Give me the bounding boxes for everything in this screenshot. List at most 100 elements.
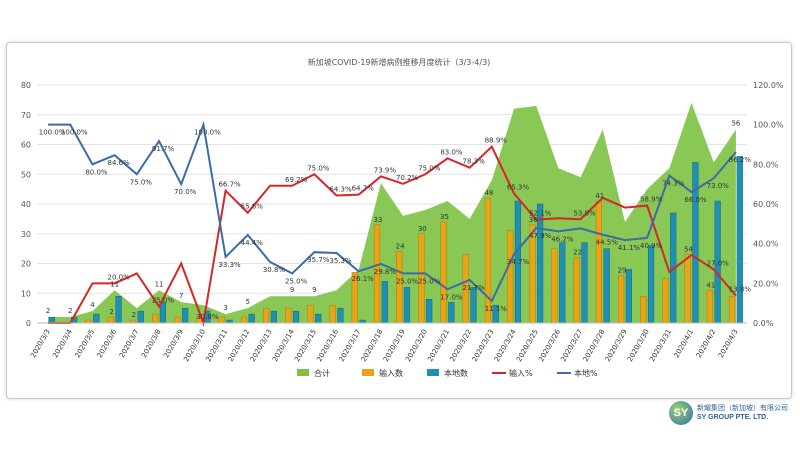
data-label-local-pct: 34.7% [507, 258, 530, 266]
bar-local [537, 203, 544, 324]
legend-label: 输入数 [379, 368, 403, 378]
data-label-total: 3 [223, 304, 227, 312]
data-label-local-pct: 17.0% [440, 293, 463, 301]
data-label-imported-pct: 88.9% [485, 137, 508, 145]
bar-imported [218, 316, 225, 324]
y2-tick-label: 0.0% [753, 319, 774, 328]
series-imported-pct-line [48, 145, 737, 327]
bar-local [736, 156, 743, 324]
data-label-local-pct: 44.5% [596, 239, 619, 247]
data-label-total: 56 [731, 120, 740, 128]
company-logo: SY 新耀集团（新加坡）有限公司 SY GROUP PTE. LTD. [669, 401, 799, 429]
legend-label: 合计 [314, 368, 330, 378]
x-tick-label: 2020/3/11 [204, 328, 229, 363]
x-tick-label: 2020/3/30 [626, 328, 651, 363]
y-tick-label: 40 [21, 200, 31, 209]
data-label-local-pct: 47.9% [529, 232, 552, 240]
y2-tick-label: 80.0% [753, 160, 779, 169]
legend-swatch [297, 369, 309, 376]
bar-imported [396, 251, 403, 324]
x-tick-label: 2020/4/1 [673, 328, 696, 359]
bar-local [248, 313, 255, 324]
bar-local [93, 313, 100, 324]
y-tick-label: 50 [21, 170, 31, 179]
data-label-total: 9 [290, 286, 294, 294]
data-label-imported-pct: 83.0% [440, 148, 463, 156]
logo-badge-icon: SY [669, 401, 693, 425]
data-label-imported-pct: 65.3% [507, 183, 530, 191]
legend-label: 本地数 [444, 368, 468, 378]
data-label-imported-pct: 70.2% [396, 174, 419, 182]
data-label-local-pct: 25.0% [396, 277, 419, 285]
data-label-imported-pct: 75.0% [418, 164, 441, 172]
bar-imported [640, 296, 647, 324]
bar-imported [573, 257, 580, 324]
legend-swatch [362, 369, 374, 376]
bar-local [337, 307, 344, 324]
y-tick-label: 20 [21, 260, 31, 269]
data-label-local-pct: 21.7% [463, 284, 486, 292]
data-label-imported-pct: 69.2% [285, 176, 308, 184]
data-label-bar: 29 [618, 266, 627, 274]
data-label-local-pct: 86.2% [729, 156, 752, 164]
bar-imported [595, 200, 602, 324]
data-label-total: 9 [312, 286, 316, 294]
data-label-local-pct: 29.8% [374, 268, 397, 276]
data-label-local-pct: 80.0% [85, 168, 108, 176]
bar-local [625, 269, 632, 324]
data-label-local-pct: 25.0% [285, 277, 308, 285]
data-label-total: 11 [155, 280, 164, 288]
bar-local [182, 307, 189, 324]
data-label-local-pct: 46.2% [551, 235, 574, 243]
bar-imported [684, 254, 691, 324]
x-tick-label: 2020/3/29 [604, 328, 629, 363]
x-tick-label: 2020/3/25 [515, 328, 540, 363]
data-label-local-pct: 73.0% [707, 182, 730, 190]
bar-imported [152, 313, 159, 324]
data-label-local-pct: 33.3% [218, 261, 241, 269]
bar-local [159, 301, 167, 324]
x-tick-label: 2020/3/7 [118, 328, 141, 359]
data-label-local-pct: 41.1% [618, 244, 641, 252]
x-tick-label: 2020/3/10 [182, 328, 207, 363]
x-tick-label: 2020/3/13 [249, 328, 274, 363]
data-label-local-pct: 35.7% [307, 256, 330, 264]
y2-tick-label: 100.0% [753, 121, 784, 130]
bar-local [559, 242, 566, 324]
data-label-bar: 30 [418, 225, 427, 233]
y-tick-label: 80 [21, 81, 31, 90]
data-label-local-pct: 91.7% [152, 145, 175, 153]
data-label-imported-pct: 64.3% [329, 185, 352, 193]
y-tick-label: 30 [21, 230, 31, 239]
data-label-imported-pct: 73.9% [374, 166, 397, 174]
bar-local [403, 287, 411, 324]
bar-imported [240, 316, 247, 324]
x-tick-label: 2020/3/14 [271, 328, 296, 364]
chart-card: 新加坡COVID-19新增病例推移月度统计（3/3-4/3) 0 10 20 30 40 5… [6, 42, 792, 425]
bar-imported [174, 316, 181, 324]
x-tick-label: 2020/3/15 [293, 328, 318, 363]
x-tick-label: 2020/3/24 [493, 328, 518, 364]
data-label-total: 2 [46, 307, 50, 315]
data-label-imported-pct: 52.1% [529, 210, 552, 218]
data-label-local-pct: 66.0% [684, 196, 707, 204]
bar-local [470, 287, 477, 324]
bar-imported [329, 304, 336, 324]
x-tick-label: 2020/3/31 [648, 328, 673, 363]
y2-tick-label: 40.0% [753, 240, 779, 249]
data-label-local-pct: 11.1% [485, 305, 508, 313]
data-label-imported-pct: 75.0% [307, 164, 330, 172]
x-tick-label: 2020/3/17 [338, 328, 363, 363]
data-label-bar: 48 [484, 189, 493, 197]
bar-local [270, 310, 277, 324]
bar-local [603, 248, 610, 324]
bar-imported [285, 307, 292, 324]
data-label-total: 11 [110, 280, 119, 288]
data-label-imported-pct: 66.7% [218, 181, 241, 189]
x-tick-label: 2020/3/9 [162, 328, 185, 359]
data-label-bar: 41 [595, 192, 604, 200]
data-label-local-pct: 74.3% [662, 180, 685, 188]
data-label-bar: 36 [529, 216, 538, 224]
x-tick-label: 2020/3/4 [51, 328, 74, 360]
